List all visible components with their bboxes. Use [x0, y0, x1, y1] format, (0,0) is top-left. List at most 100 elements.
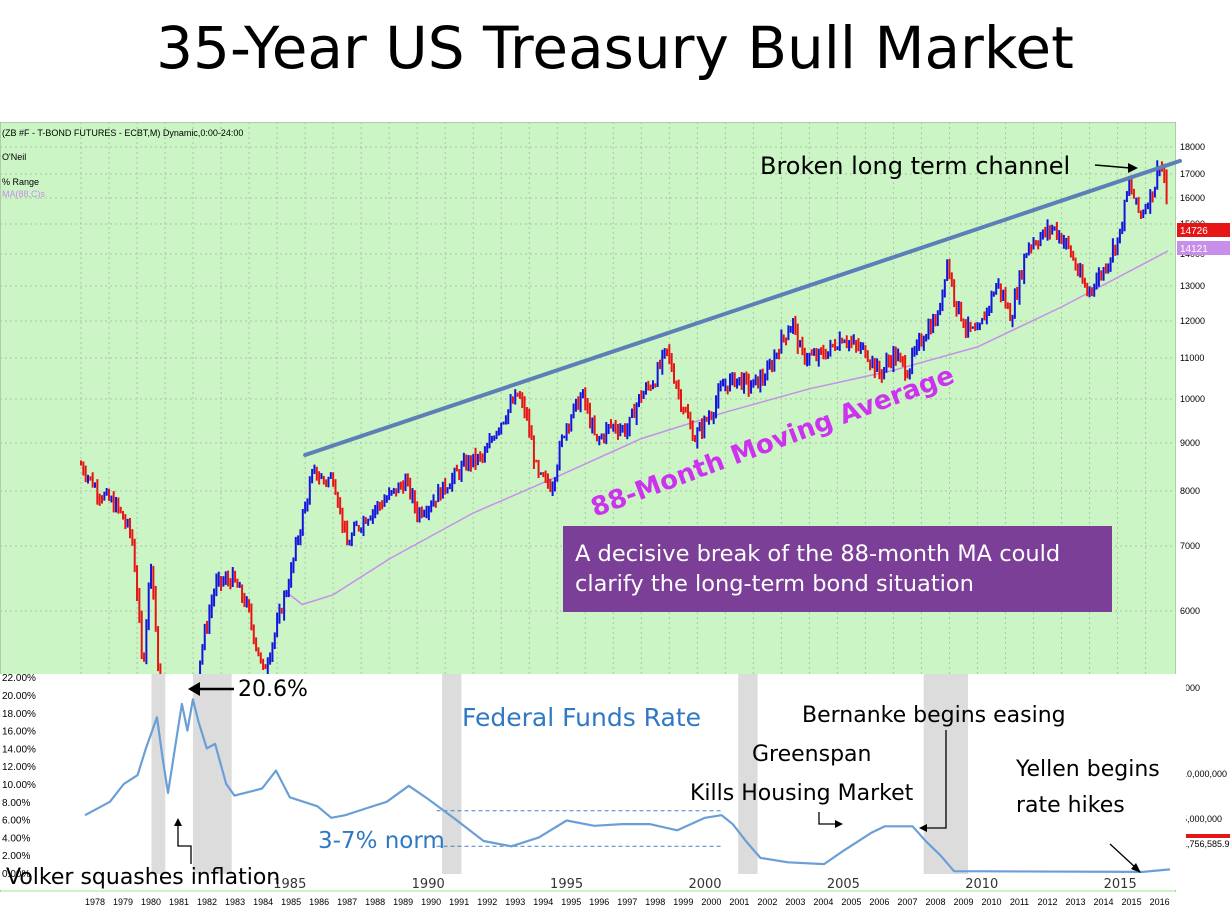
channel-arrowhead [1128, 163, 1138, 173]
year-tick-label: 1993 [505, 897, 525, 907]
rate-year-label: 1985 [273, 877, 306, 892]
indicator-ma-label: MA(88,C)s [2, 189, 46, 199]
fed-funds-title: Federal Funds Rate [462, 703, 701, 732]
year-tick-label: 2015 [1122, 897, 1142, 907]
year-tick-label: 1978 [85, 897, 105, 907]
rate-tick-label: 20.00% [2, 691, 36, 702]
recession-band [442, 674, 462, 874]
volker-arrow [177, 824, 192, 864]
volker-arrowhead [174, 818, 182, 826]
year-tick-label: 2001 [729, 897, 749, 907]
rate-tick-label: 16.00% [2, 727, 36, 738]
time-axis-background [0, 892, 1176, 910]
price-tick-label: 13000 [1180, 281, 1205, 291]
hidden-tick-10m: 10,000,000 [1182, 769, 1227, 779]
yellen-annotation-line1: Yellen begins [1015, 757, 1160, 782]
channel-annotation: Broken long term channel [760, 152, 1070, 180]
price-tick-label: 6000 [1180, 606, 1200, 616]
year-tick-label: 1986 [309, 897, 329, 907]
last-price-tag [1177, 223, 1230, 237]
year-tick-label: 2011 [1010, 897, 1029, 907]
chart-header: (ZB #F - T-BOND FUTURES - ECBT,M) Dynami… [2, 128, 243, 138]
hidden-tick-last: 1,756,585.9 [1182, 839, 1230, 849]
year-tick-label: 1987 [337, 897, 357, 907]
year-tick-label: 2014 [1094, 897, 1114, 907]
hidden-tick-last-tag [1177, 834, 1230, 838]
ma-value-tag [1177, 241, 1230, 255]
year-tick-label: 1996 [589, 897, 609, 907]
year-tick-label: 1984 [253, 897, 273, 907]
rate-tick-label: 10.00% [2, 780, 36, 791]
rate-tick-label: 0.00% [2, 869, 30, 880]
rate-year-label: 1990 [412, 877, 445, 892]
long-term-channel-line [303, 158, 1182, 457]
year-tick-label: 1982 [197, 897, 217, 907]
year-tick-label: 1980 [141, 897, 161, 907]
peak-annotation: 20.6% [238, 677, 308, 702]
volker-annotation: Volker squashes inflation [6, 865, 280, 890]
year-tick-label: 1981 [169, 897, 189, 907]
callout-box [563, 526, 1112, 612]
year-tick-label: 2004 [813, 897, 833, 907]
rate-year-label: 2000 [688, 877, 721, 892]
yellen-arrow [1109, 843, 1137, 869]
year-tick-label: 1991 [449, 897, 469, 907]
rate-tick-label: 18.00% [2, 709, 36, 720]
price-tick-label: 8000 [1180, 486, 1200, 496]
rate-year-label: 2015 [1104, 877, 1137, 892]
bernanke-arrow [926, 730, 947, 829]
recession-band [192, 674, 232, 874]
year-tick-label: 1997 [617, 897, 637, 907]
year-tick-label: 1990 [421, 897, 441, 907]
year-tick-label: 2016 [1150, 897, 1170, 907]
rate-tick-label: 4.00% [2, 833, 30, 844]
greenspan-arrowhead [835, 820, 843, 828]
rate-tick-label: 12.00% [2, 762, 36, 773]
year-tick-label: 2013 [1066, 897, 1086, 907]
rate-tick-label: 8.00% [2, 798, 30, 809]
price-tick-label: 7000 [1180, 541, 1200, 551]
price-tick-label: 12000 [1180, 316, 1205, 326]
year-tick-label: 2009 [953, 897, 973, 907]
price-tick-label: 5000 [1180, 683, 1200, 693]
indicator-oneil-label: O'Neil [2, 152, 26, 162]
price-tick-label: 11000 [1180, 353, 1204, 363]
year-tick-label: 2007 [897, 897, 917, 907]
year-tick-label: 1985 [281, 897, 301, 907]
hidden-tick-5m: 5,000,000 [1182, 814, 1222, 824]
greenspan-arrow [818, 812, 836, 825]
year-tick-label: 2010 [981, 897, 1001, 907]
year-tick-label: 1999 [673, 897, 693, 907]
bernanke-arrowhead [919, 824, 927, 832]
ma88-line [285, 250, 1169, 606]
year-tick-label: 2008 [925, 897, 945, 907]
yellen-annotation-line2: rate hikes [1016, 793, 1125, 818]
norm-annotation: 3-7% norm [318, 828, 445, 854]
year-tick-label: 1979 [113, 897, 133, 907]
rate-year-label: 2010 [965, 877, 998, 892]
rate-tick-label: 22.00% [2, 674, 36, 684]
peak-arrowhead [188, 682, 200, 696]
fed-funds-rate-line [84, 698, 1171, 873]
bernanke-annotation: Bernanke begins easing [802, 703, 1066, 728]
indicator-range-label: % Range [2, 177, 39, 187]
price-tick-label: 16000 [1180, 193, 1205, 203]
channel-arrow [1094, 164, 1131, 169]
recession-band [738, 674, 758, 874]
year-tick-label: 1989 [393, 897, 413, 907]
last-price-label: 14726 [1180, 226, 1208, 237]
rate-year-label: 2005 [827, 877, 860, 892]
year-tick-label: 2006 [869, 897, 889, 907]
price-tick-label: 10000 [1180, 394, 1205, 404]
rate-tick-label: 14.00% [2, 744, 36, 755]
rate-year-label: 1995 [550, 877, 583, 892]
recession-band [151, 674, 166, 874]
year-tick-label: 1998 [645, 897, 665, 907]
year-tick-label: 2005 [841, 897, 861, 907]
rate-tick-label: 6.00% [2, 816, 30, 827]
price-tick-label: 17000 [1180, 169, 1205, 179]
rate-tick-label: 2.00% [2, 851, 30, 862]
page-title: 35-Year US Treasury Bull Market [156, 14, 1074, 82]
greenspan-annotation-line2: Kills Housing Market [690, 781, 914, 806]
greenspan-annotation-line1: Greenspan [752, 742, 871, 767]
